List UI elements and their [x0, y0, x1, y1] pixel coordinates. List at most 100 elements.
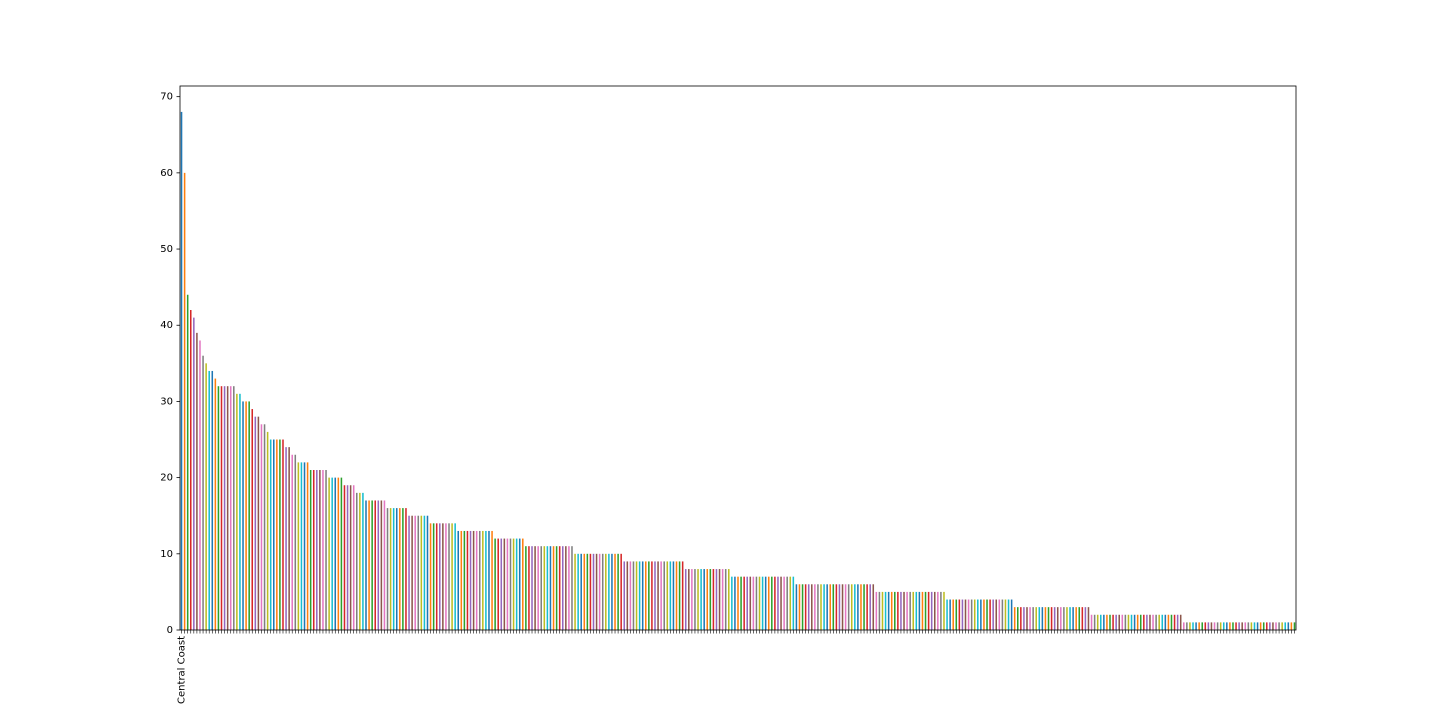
bar: [1278, 622, 1280, 630]
bar: [986, 599, 988, 630]
bar: [1253, 622, 1256, 630]
bar: [829, 584, 831, 630]
bar: [807, 584, 810, 630]
bar: [236, 393, 238, 630]
bar: [1136, 614, 1139, 630]
bar: [761, 576, 764, 630]
bar: [211, 370, 214, 630]
bar: [854, 584, 856, 630]
bar: [1149, 614, 1151, 630]
bar: [764, 576, 767, 630]
bar: [850, 584, 853, 630]
bar: [1167, 614, 1170, 630]
bar: [226, 386, 229, 630]
bar: [728, 569, 730, 630]
bar: [651, 561, 653, 630]
bar: [189, 310, 192, 630]
bar: [319, 470, 321, 630]
bar: [1256, 622, 1259, 630]
y-tick-label: 60: [160, 168, 173, 179]
bar: [946, 599, 948, 630]
bar: [282, 439, 284, 630]
bar: [1096, 614, 1099, 630]
bar: [1247, 622, 1250, 630]
bar: [641, 561, 644, 630]
x-tick-label: Central Coast: [177, 636, 188, 704]
bar: [952, 599, 954, 630]
bar: [1075, 607, 1077, 630]
bar: [279, 439, 281, 630]
bar: [1173, 614, 1176, 630]
bar: [555, 546, 558, 630]
bar: [977, 599, 979, 630]
bar: [500, 538, 503, 630]
bar: [359, 492, 361, 630]
bar: [497, 538, 499, 630]
bar: [1207, 622, 1210, 630]
bar: [1029, 607, 1031, 630]
bar: [1090, 614, 1093, 630]
bar: [1032, 607, 1034, 630]
bar: [1238, 622, 1240, 630]
bar: [306, 462, 309, 630]
bar: [297, 462, 300, 630]
bar: [847, 584, 850, 630]
bar: [1204, 622, 1207, 630]
bar: [1124, 614, 1127, 630]
bar: [328, 477, 330, 630]
bar: [909, 591, 911, 630]
bar: [482, 530, 484, 630]
bar: [1106, 614, 1108, 630]
bar: [196, 332, 198, 630]
bar: [1219, 622, 1222, 630]
bar: [817, 584, 819, 630]
bar: [365, 500, 367, 630]
bar: [568, 546, 570, 630]
bar: [322, 470, 324, 630]
bar: [528, 546, 530, 630]
bar: [860, 584, 862, 630]
bar: [992, 599, 994, 630]
bar: [383, 500, 386, 630]
bar: [316, 470, 318, 630]
bar: [1281, 622, 1283, 630]
y-tick-label: 30: [160, 396, 173, 407]
bar: [783, 576, 785, 630]
bar: [933, 591, 936, 630]
bar: [777, 576, 779, 630]
bar: [349, 485, 352, 630]
bar: [552, 546, 555, 630]
bar: [970, 599, 973, 630]
bar: [937, 591, 939, 630]
bar: [463, 530, 466, 630]
y-tick-label: 50: [160, 244, 173, 255]
bar: [967, 599, 970, 630]
bar: [872, 584, 875, 630]
bar: [399, 508, 401, 630]
bar: [1139, 614, 1142, 630]
y-tick-label: 0: [167, 625, 173, 636]
bar: [423, 515, 426, 630]
bar: [260, 424, 263, 630]
bar: [1133, 614, 1136, 630]
bar: [518, 538, 521, 630]
bar: [469, 530, 472, 630]
bar: [746, 576, 748, 630]
bar: [229, 386, 232, 630]
bar: [890, 591, 893, 630]
bar: [454, 523, 456, 630]
bar: [1259, 622, 1262, 630]
bar: [1192, 622, 1194, 630]
bar: [1001, 599, 1004, 630]
bar: [801, 584, 804, 630]
bar: [466, 530, 469, 630]
bar: [804, 584, 807, 630]
bar: [798, 584, 801, 630]
bar: [180, 111, 183, 630]
bar: [1118, 614, 1120, 630]
bar: [565, 546, 567, 630]
bar: [405, 508, 407, 630]
bar: [681, 561, 684, 630]
